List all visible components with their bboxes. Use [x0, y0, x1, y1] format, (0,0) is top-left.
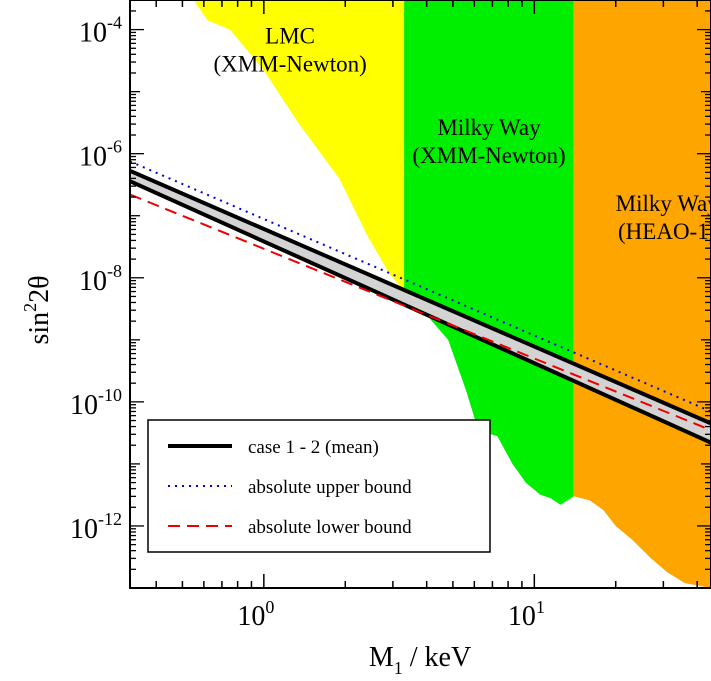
series-case-1-2-mean-upper-edge	[130, 168, 711, 426]
region-lmc-xmm-newton-0	[193, 0, 405, 292]
y-tick-label-4: 10-12	[70, 509, 122, 545]
tick-labels: 100 101 10-4 10-6 10-8 10-10 10-12	[70, 13, 545, 632]
plot-area	[130, 0, 711, 588]
y-tick-label-1: 10-6	[79, 137, 122, 173]
plot-frame	[129, 0, 711, 589]
legend-label-case-1-2-mean: case 1 - 2 (mean)	[248, 437, 379, 458]
region-label-1: Milky Way (XMM-Newton)	[412, 115, 565, 168]
region-labels: LMC (XMM-Newton) Milky Way (XMM-Newton) Milk…	[213, 23, 711, 243]
legend-label-absolute-upper-bound: absolute upper bound	[248, 477, 412, 498]
x-tick-label-0: 100	[237, 597, 274, 632]
series-absolute-lower-bound	[130, 193, 711, 432]
series-lines	[130, 160, 711, 445]
region-label-2: Milky Way (HEAO-1)	[616, 191, 711, 244]
region-milky-way-heao-1-2	[573, 0, 711, 588]
x-axis-title: M1 / keV	[369, 642, 471, 678]
legend: case 1 - 2 (mean) absolute upper bound abs…	[147, 419, 491, 553]
region-label-0: LMC (XMM-Newton)	[213, 23, 366, 76]
exclusion-regions	[193, 0, 711, 588]
y-tick-label-0: 10-4	[79, 13, 122, 49]
y-tick-label-3: 10-10	[70, 385, 122, 421]
y-axis-title: sin22θ	[20, 275, 55, 344]
axis-ticks	[130, 0, 711, 589]
series-case-1-2-mean-band	[130, 170, 711, 443]
legend-label-absolute-lower-bound: absolute lower bound	[248, 517, 412, 538]
series-absolute-upper-bound	[130, 160, 711, 413]
y-tick-label-2: 10-8	[79, 261, 122, 297]
x-tick-label-1: 101	[508, 597, 545, 632]
region-milky-way-xmm-newton-1	[404, 0, 574, 505]
